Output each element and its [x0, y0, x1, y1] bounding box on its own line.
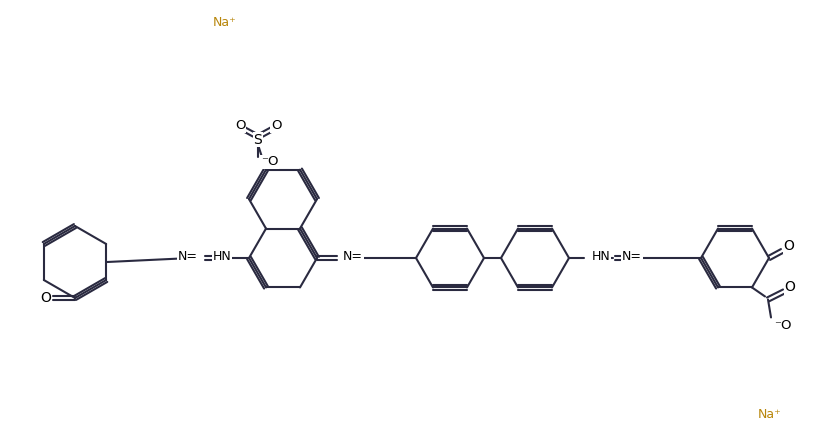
Text: N=: N= — [178, 250, 198, 263]
Text: ⁻O: ⁻O — [261, 155, 279, 168]
Text: HN: HN — [592, 250, 610, 263]
Text: HN: HN — [213, 250, 231, 263]
Text: N=: N= — [343, 250, 363, 263]
Text: Na⁺: Na⁺ — [758, 408, 782, 421]
Text: O: O — [235, 119, 245, 132]
Text: S: S — [254, 133, 262, 147]
Text: O: O — [783, 239, 794, 253]
Text: N=: N= — [622, 250, 642, 263]
Text: Na⁺: Na⁺ — [213, 16, 237, 29]
Text: O: O — [271, 119, 281, 132]
Text: O: O — [41, 291, 52, 305]
Text: O: O — [785, 280, 796, 294]
Text: ⁻O: ⁻O — [774, 319, 792, 332]
